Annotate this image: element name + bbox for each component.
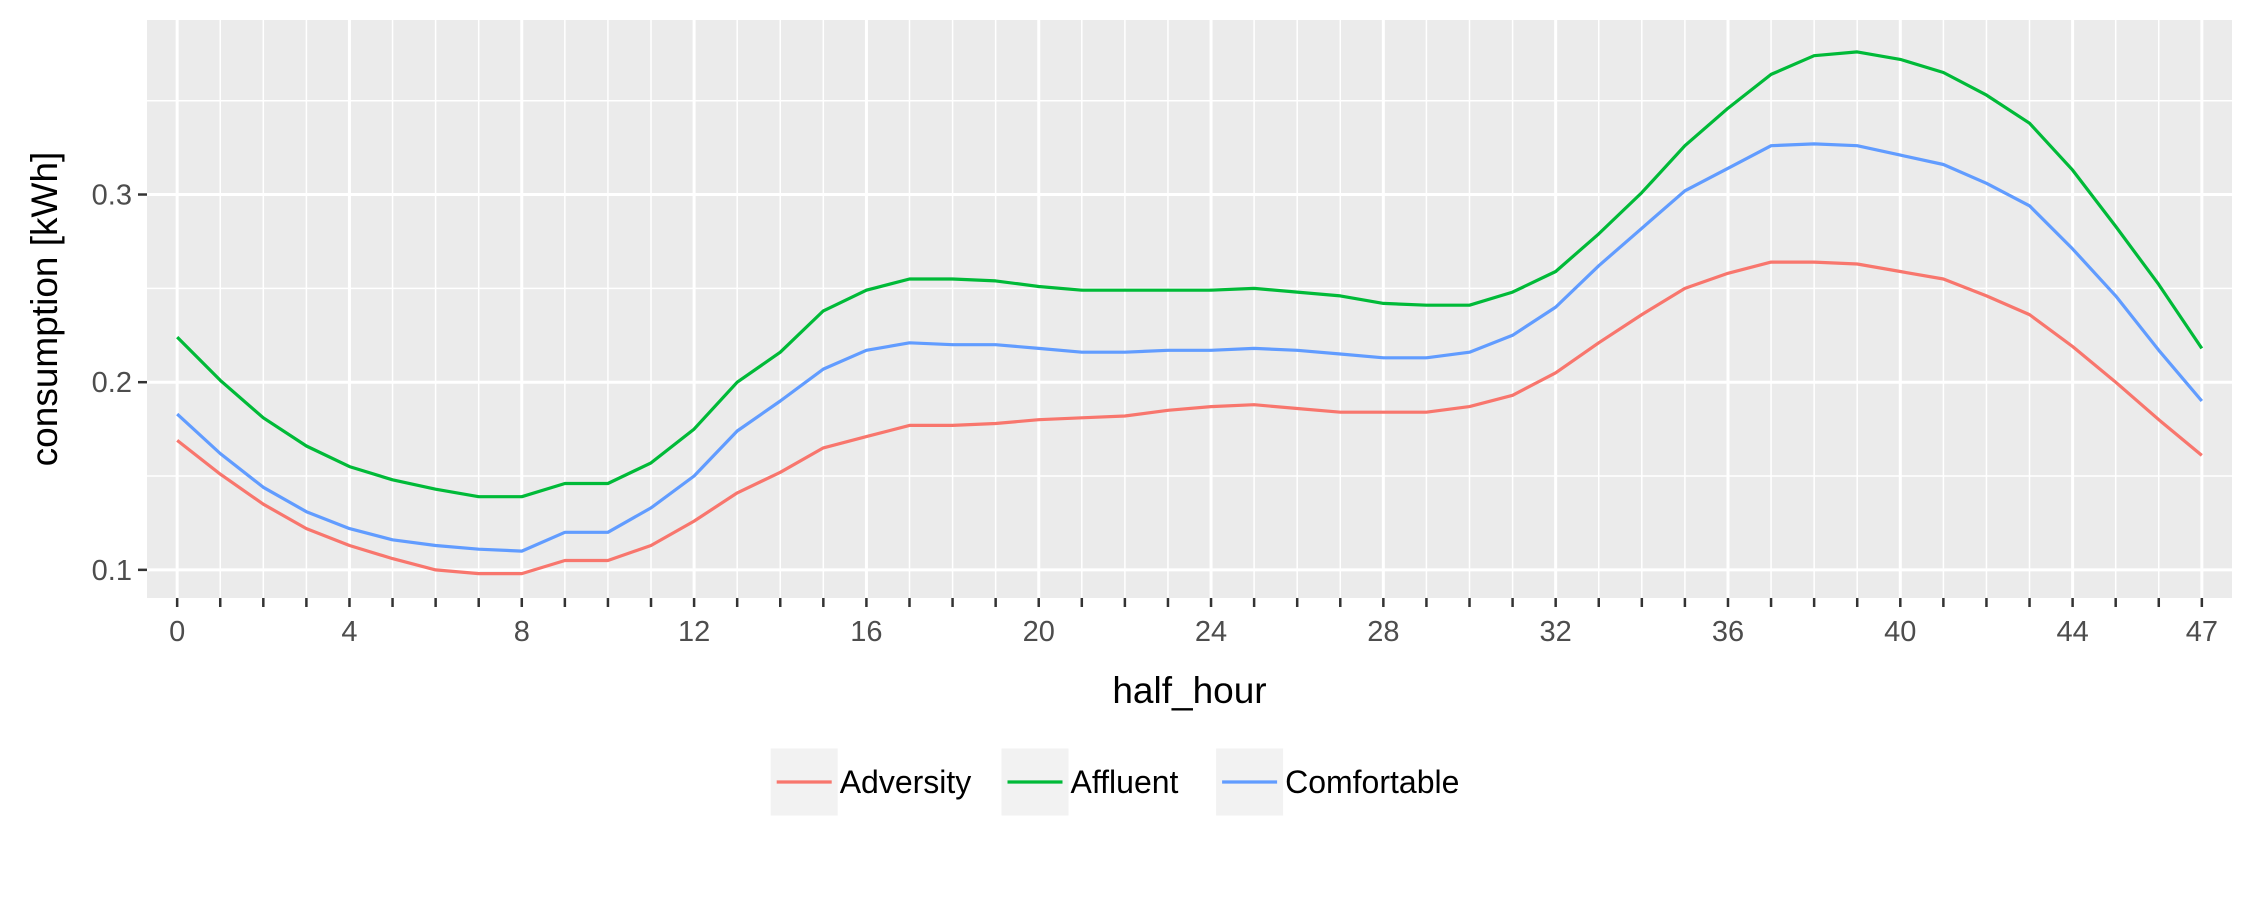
series-line-affluent [176,50,2204,499]
x-axis-title: half_hour [1112,670,1266,711]
x-tick-label: 32 [1540,616,1572,648]
x-tick-label: 16 [850,616,882,648]
x-tick-label: 24 [1195,616,1227,648]
legend-item-adversity: Adversity [770,748,972,816]
x-tick-label: 47 [2186,616,2218,648]
major-gridlines [147,20,2232,598]
legend-label: Adversity [840,764,972,800]
legend-item-comfortable: Comfortable [1216,748,1459,816]
x-tick-label: 44 [2056,616,2088,648]
x-tick-label: 28 [1367,616,1399,648]
x-axis: 0 4 8 12 16 20 24 28 32 36 40 44 47 [169,598,2218,648]
y-tick-label: 0.1 [92,555,132,587]
legend-item-affluent: Affluent [1001,748,1179,816]
y-tick-label: 0.2 [92,367,132,399]
y-axis-title: consumption [kWh] [24,152,65,467]
plot-panel [147,20,2232,598]
series-lines [176,50,2204,576]
x-tick-label: 20 [1023,616,1055,648]
legend-label: Affluent [1071,764,1179,800]
series-line-adversity [176,260,2203,576]
x-tick-label: 4 [341,616,357,648]
x-tick-label: 12 [678,616,710,648]
legend-label: Comfortable [1285,764,1459,800]
series-line-comfortable [176,142,2204,553]
legend: Adversity Affluent Comfortable [770,748,1459,816]
x-tick-label: 0 [169,616,185,648]
y-tick-label: 0.3 [92,180,132,212]
y-axis: 0.1 0.2 0.3 [92,180,147,587]
x-tick-label: 40 [1884,616,1916,648]
x-tick-label: 36 [1712,616,1744,648]
x-tick-label: 8 [514,616,530,648]
